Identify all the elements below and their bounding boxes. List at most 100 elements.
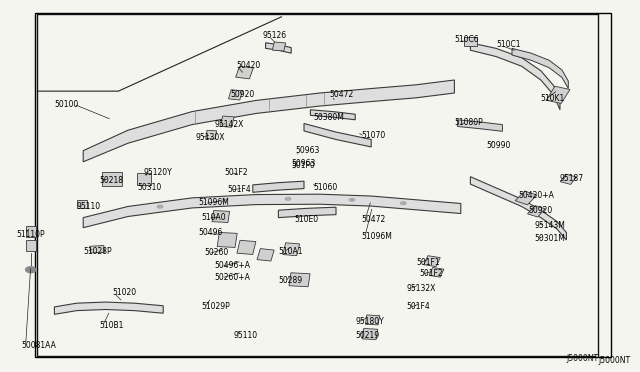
Bar [26, 240, 36, 251]
Circle shape [221, 199, 227, 202]
Polygon shape [54, 302, 163, 314]
Text: 510K1: 510K1 [541, 94, 565, 103]
Text: 95126: 95126 [262, 31, 287, 40]
Bar [515, 191, 537, 205]
Polygon shape [278, 207, 336, 218]
Text: J5000NT: J5000NT [598, 356, 630, 365]
Bar [220, 116, 234, 127]
Text: 95143M: 95143M [534, 221, 565, 230]
Text: 51096M: 51096M [198, 198, 229, 207]
Circle shape [26, 267, 36, 273]
Circle shape [157, 205, 163, 208]
Text: 50289: 50289 [278, 276, 303, 285]
Bar [90, 246, 105, 253]
Text: 501F2: 501F2 [419, 269, 443, 278]
Text: 95142X: 95142X [214, 120, 244, 129]
Text: 50472: 50472 [362, 215, 386, 224]
Circle shape [349, 198, 355, 202]
Text: 50420+A: 50420+A [518, 191, 554, 200]
Text: 95180Y: 95180Y [355, 317, 384, 326]
Bar [429, 267, 444, 277]
Text: 50990: 50990 [486, 141, 511, 150]
Text: 50963: 50963 [291, 159, 316, 168]
Polygon shape [253, 181, 304, 192]
Text: 50218: 50218 [99, 176, 123, 185]
Polygon shape [304, 124, 371, 147]
Text: 50496+A: 50496+A [214, 262, 250, 270]
Text: 51110P: 51110P [16, 230, 45, 239]
Text: 50496: 50496 [198, 228, 223, 237]
Text: 51060: 51060 [314, 183, 338, 192]
Text: 50081AA: 50081AA [21, 341, 56, 350]
Text: 51020: 51020 [112, 288, 136, 296]
Text: 50963: 50963 [296, 146, 320, 155]
Polygon shape [266, 43, 291, 53]
Text: 50472: 50472 [330, 90, 354, 99]
Text: 51028P: 51028P [83, 247, 112, 256]
Polygon shape [470, 43, 560, 110]
Bar [464, 37, 477, 46]
Text: 50100: 50100 [54, 100, 79, 109]
Polygon shape [512, 48, 568, 89]
Text: 510C6: 510C6 [454, 35, 479, 44]
Text: 510C1: 510C1 [496, 40, 520, 49]
Circle shape [285, 197, 291, 201]
Text: 51070: 51070 [362, 131, 386, 140]
Text: 501F4: 501F4 [227, 185, 251, 194]
Text: 51080P: 51080P [454, 118, 483, 127]
Text: 95110: 95110 [234, 331, 258, 340]
Polygon shape [83, 80, 454, 162]
Polygon shape [310, 110, 355, 120]
Bar [257, 248, 274, 261]
Text: 50420: 50420 [237, 61, 261, 70]
Bar [424, 256, 440, 267]
Polygon shape [470, 177, 566, 240]
Text: 95120Y: 95120Y [144, 169, 173, 177]
Text: 501F2: 501F2 [224, 169, 248, 177]
Text: 95132X: 95132X [406, 284, 436, 293]
Text: 50920: 50920 [230, 90, 255, 99]
Text: J5000NT: J5000NT [566, 354, 598, 363]
Bar [362, 328, 378, 340]
Bar [102, 172, 122, 186]
Text: 510B1: 510B1 [99, 321, 124, 330]
Text: 95130X: 95130X [195, 133, 225, 142]
Text: 50219: 50219 [355, 331, 380, 340]
Bar [273, 42, 285, 51]
Text: 51096M: 51096M [362, 232, 392, 241]
Text: 501F4: 501F4 [406, 302, 430, 311]
Bar [546, 86, 570, 103]
Text: 510A1: 510A1 [278, 247, 303, 256]
Bar [212, 211, 230, 222]
Text: 501F1: 501F1 [416, 258, 440, 267]
Text: 50260+A: 50260+A [214, 273, 250, 282]
Bar [283, 243, 300, 256]
Text: 51029P: 51029P [202, 302, 230, 311]
Bar [289, 273, 310, 287]
Bar [137, 173, 151, 185]
Text: 50260: 50260 [205, 248, 229, 257]
Text: 50310: 50310 [138, 183, 162, 192]
Text: 50920: 50920 [528, 206, 552, 215]
Polygon shape [458, 120, 502, 131]
Bar [560, 174, 577, 185]
Polygon shape [83, 194, 461, 228]
Circle shape [400, 201, 406, 205]
Text: 95187: 95187 [560, 174, 584, 183]
Bar [237, 240, 256, 254]
Text: 501F0: 501F0 [291, 161, 315, 170]
Bar [35, 13, 611, 357]
Bar [527, 206, 545, 217]
Text: 510A0: 510A0 [202, 213, 226, 222]
Text: 510E0: 510E0 [294, 215, 319, 224]
Bar [217, 232, 237, 247]
Bar [206, 130, 216, 139]
Bar [26, 226, 36, 237]
Bar [77, 200, 87, 208]
Text: 95110: 95110 [77, 202, 101, 211]
Text: 50380M: 50380M [314, 113, 344, 122]
Bar [236, 66, 253, 79]
Bar [228, 90, 243, 100]
Bar [365, 315, 380, 325]
Text: 50301M: 50301M [534, 234, 565, 243]
